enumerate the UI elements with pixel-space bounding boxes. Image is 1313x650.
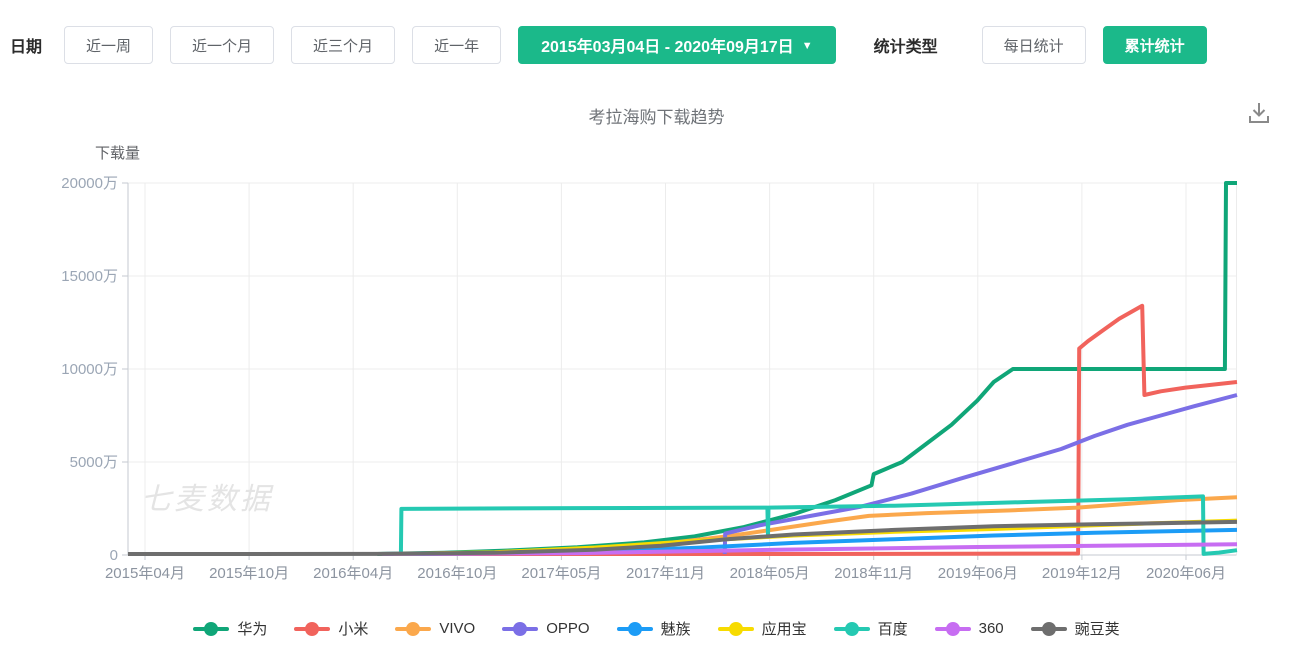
svg-text:2019年12月: 2019年12月: [1042, 565, 1122, 582]
watermark: 七麦数据: [141, 483, 273, 516]
svg-text:2016年04月: 2016年04月: [313, 565, 393, 582]
legend-label-s360: 360: [978, 620, 1004, 637]
legend-marker-meizu: [616, 621, 653, 636]
caret-down-icon: ▼: [801, 40, 813, 52]
svg-text:2019年06月: 2019年06月: [938, 565, 1018, 582]
legend-marker-vivo: [395, 621, 432, 636]
series-line-wandoujia[interactable]: [127, 519, 1238, 556]
legend-item-huawei[interactable]: 华为: [193, 618, 267, 639]
svg-text:2017年05月: 2017年05月: [521, 565, 601, 582]
legend: 华为 小米 VIVO OPPO 魅族 应用宝 百度 360 豌豆荚: [0, 618, 1313, 639]
cumulative-stats-button[interactable]: 累计统计: [1102, 26, 1207, 64]
legend-label-oppo: OPPO: [546, 620, 590, 637]
legend-marker-xiaomi: [294, 621, 331, 636]
svg-text:2016年10月: 2016年10月: [417, 565, 497, 582]
svg-text:10000万: 10000万: [61, 361, 118, 378]
legend-item-vivo[interactable]: VIVO: [395, 620, 475, 637]
legend-item-xiaomi[interactable]: 小米: [294, 618, 368, 639]
legend-item-wandoujia[interactable]: 豌豆荚: [1030, 618, 1120, 639]
legend-label-wandoujia: 豌豆荚: [1074, 621, 1120, 638]
legend-item-yingyongbao[interactable]: 应用宝: [717, 618, 807, 639]
legend-marker-wandoujia: [1030, 621, 1067, 636]
date-range-value: 2015年03月04日 - 2020年09月17日: [541, 39, 794, 56]
series-line-baidu[interactable]: [398, 494, 1238, 556]
range-last-week-button[interactable]: 近一周: [64, 26, 154, 64]
toolbar: 日期 近一周 近一个月 近三个月 近一年 2015年03月04日 - 2020年…: [0, 26, 1313, 64]
download-icon[interactable]: [1245, 99, 1273, 127]
x-tick-labels: 2015年04月 2015年10月 2016年04月 2016年10月 2017年05月…: [105, 565, 1226, 582]
legend-marker-s360: [934, 621, 971, 636]
svg-text:2015年04月: 2015年04月: [105, 565, 185, 582]
svg-text:0: 0: [110, 547, 118, 564]
svg-text:2020年06月: 2020年06月: [1146, 565, 1226, 582]
legend-item-oppo[interactable]: OPPO: [502, 620, 590, 637]
legend-label-huawei: 华为: [237, 621, 268, 638]
legend-label-xiaomi: 小米: [338, 621, 369, 638]
axes: [122, 182, 1237, 560]
legend-marker-huawei: [193, 621, 230, 636]
svg-text:2017年11月: 2017年11月: [626, 565, 705, 582]
stat-type-label: 统计类型: [873, 39, 938, 56]
range-last-month-button[interactable]: 近一个月: [170, 26, 275, 64]
y-axis-title: 下载量: [95, 145, 141, 162]
svg-text:15000万: 15000万: [61, 268, 118, 285]
legend-marker-oppo: [502, 621, 539, 636]
svg-text:5000万: 5000万: [70, 454, 118, 471]
daily-stats-button[interactable]: 每日统计: [981, 26, 1086, 64]
legend-label-vivo: VIVO: [439, 620, 476, 637]
legend-label-meizu: 魅族: [660, 621, 691, 638]
svg-text:2015年10月: 2015年10月: [209, 565, 289, 582]
legend-label-yingyongbao: 应用宝: [761, 621, 807, 638]
legend-item-baidu[interactable]: 百度: [833, 618, 908, 639]
svg-text:2018年05月: 2018年05月: [730, 565, 810, 582]
legend-label-baidu: 百度: [877, 621, 908, 638]
chart-title: 考拉海购下载趋势: [588, 108, 725, 127]
series-line-xiaomi[interactable]: [382, 303, 1238, 556]
legend-item-s360[interactable]: 360: [934, 620, 1004, 637]
legend-marker-baidu: [833, 621, 870, 636]
svg-text:2018年11月: 2018年11月: [834, 565, 913, 582]
y-tick-labels: 0 5000万 10000万 15000万 20000万: [61, 175, 118, 564]
range-last-year-button[interactable]: 近一年: [412, 26, 502, 64]
date-range-picker-button[interactable]: 2015年03月04日 - 2020年09月17日 ▼: [518, 26, 836, 64]
range-last-3-months-button[interactable]: 近三个月: [291, 26, 396, 64]
legend-item-meizu[interactable]: 魅族: [616, 618, 691, 639]
legend-marker-yingyongbao: [717, 621, 754, 636]
date-label: 日期: [10, 39, 43, 56]
svg-text:20000万: 20000万: [61, 175, 118, 192]
y-gridlines: [128, 182, 1237, 463]
